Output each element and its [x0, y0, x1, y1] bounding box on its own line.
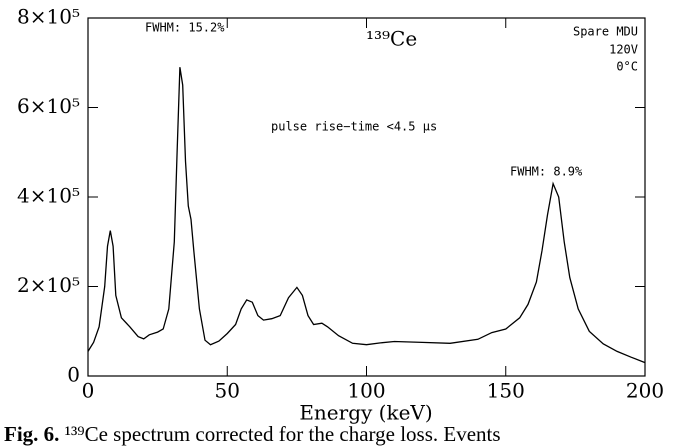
annotation: FWHM: 8.9%: [510, 165, 583, 179]
x-tick-label: 50: [215, 379, 240, 403]
x-tick-label: 200: [626, 379, 664, 403]
x-tick-label: 0: [82, 379, 95, 403]
annotation: 120V: [609, 43, 638, 57]
caption-label: Fig. 6.: [4, 422, 59, 446]
annotation: ¹³⁹Ce: [366, 27, 417, 51]
y-tick-label: 6×10⁵: [17, 94, 80, 118]
spectrum-line: [87, 67, 646, 364]
x-tick-label: 100: [347, 379, 385, 403]
y-tick-label: 2×10⁵: [17, 273, 80, 297]
caption: Fig. 6. ¹³⁹Ce spectrum corrected for the…: [4, 422, 501, 446]
annotation: 0°C: [616, 60, 638, 74]
y-tick-label: 8×10⁵: [17, 5, 80, 29]
y-tick-label: 0: [67, 363, 80, 387]
annotation: Spare MDU: [573, 25, 638, 39]
y-tick-label: 4×10⁵: [17, 184, 80, 208]
annotation: pulse rise−time <4.5 μs: [271, 120, 437, 134]
x-tick-label: 150: [487, 379, 525, 403]
plot-frame: [87, 17, 646, 377]
x-axis-label: Energy (keV): [299, 401, 432, 425]
annotation: FWHM: 15.2%: [145, 21, 225, 35]
caption-text: ¹³⁹Ce spectrum corrected for the charge …: [65, 422, 501, 446]
